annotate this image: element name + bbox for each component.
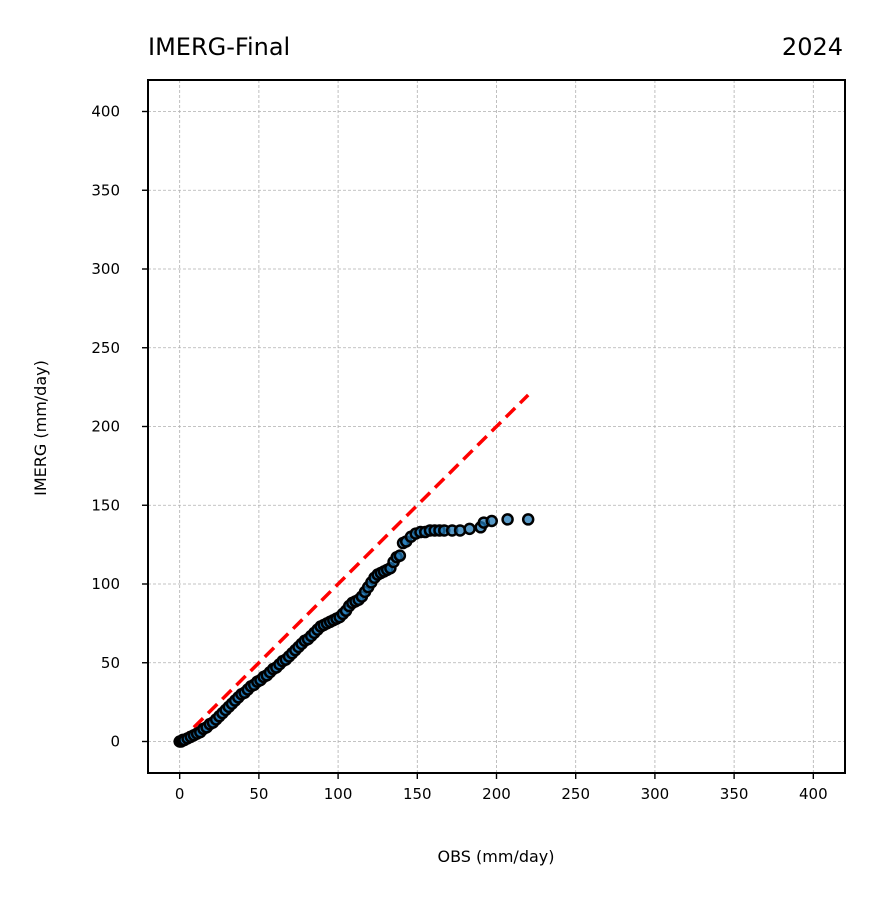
data-point [393,549,407,562]
data-point [463,522,476,536]
y-tick-label: 350 [91,181,120,199]
x-tick-label: 50 [249,785,268,803]
data-points [173,513,535,748]
chart-title-left: IMERG-Final [148,33,290,61]
data-point [485,514,498,528]
y-tick-label: 150 [91,496,120,514]
x-tick-label: 350 [720,785,749,803]
y-tick-label: 200 [91,418,120,436]
plot-frame [147,79,846,774]
y-tick-label: 50 [101,654,120,672]
chart-title-right: 2024 [782,33,843,61]
axis-ticks: 0 50 100 150 200 250 300 350 400 0 50 100 150 200 250 3… [91,103,827,804]
y-tick-label: 0 [110,733,120,751]
x-axis-label: OBS (mm/day) [437,847,554,866]
x-tick-label: 400 [799,785,828,803]
one-to-one-reference-line [178,393,530,743]
y-tick-label: 250 [91,339,120,357]
data-point [501,513,514,526]
y-axis-label: IMERG (mm/day) [31,360,50,496]
y-tick-label: 300 [91,260,120,278]
x-tick-label: 0 [175,785,185,803]
x-tick-label: 250 [561,785,590,803]
x-tick-label: 150 [403,785,432,803]
y-tick-label: 400 [91,103,120,121]
x-tick-label: 300 [641,785,670,803]
x-tick-label: 200 [482,785,511,803]
x-tick-label: 100 [324,785,353,803]
y-tick-label: 100 [91,575,120,593]
data-point [521,513,535,526]
